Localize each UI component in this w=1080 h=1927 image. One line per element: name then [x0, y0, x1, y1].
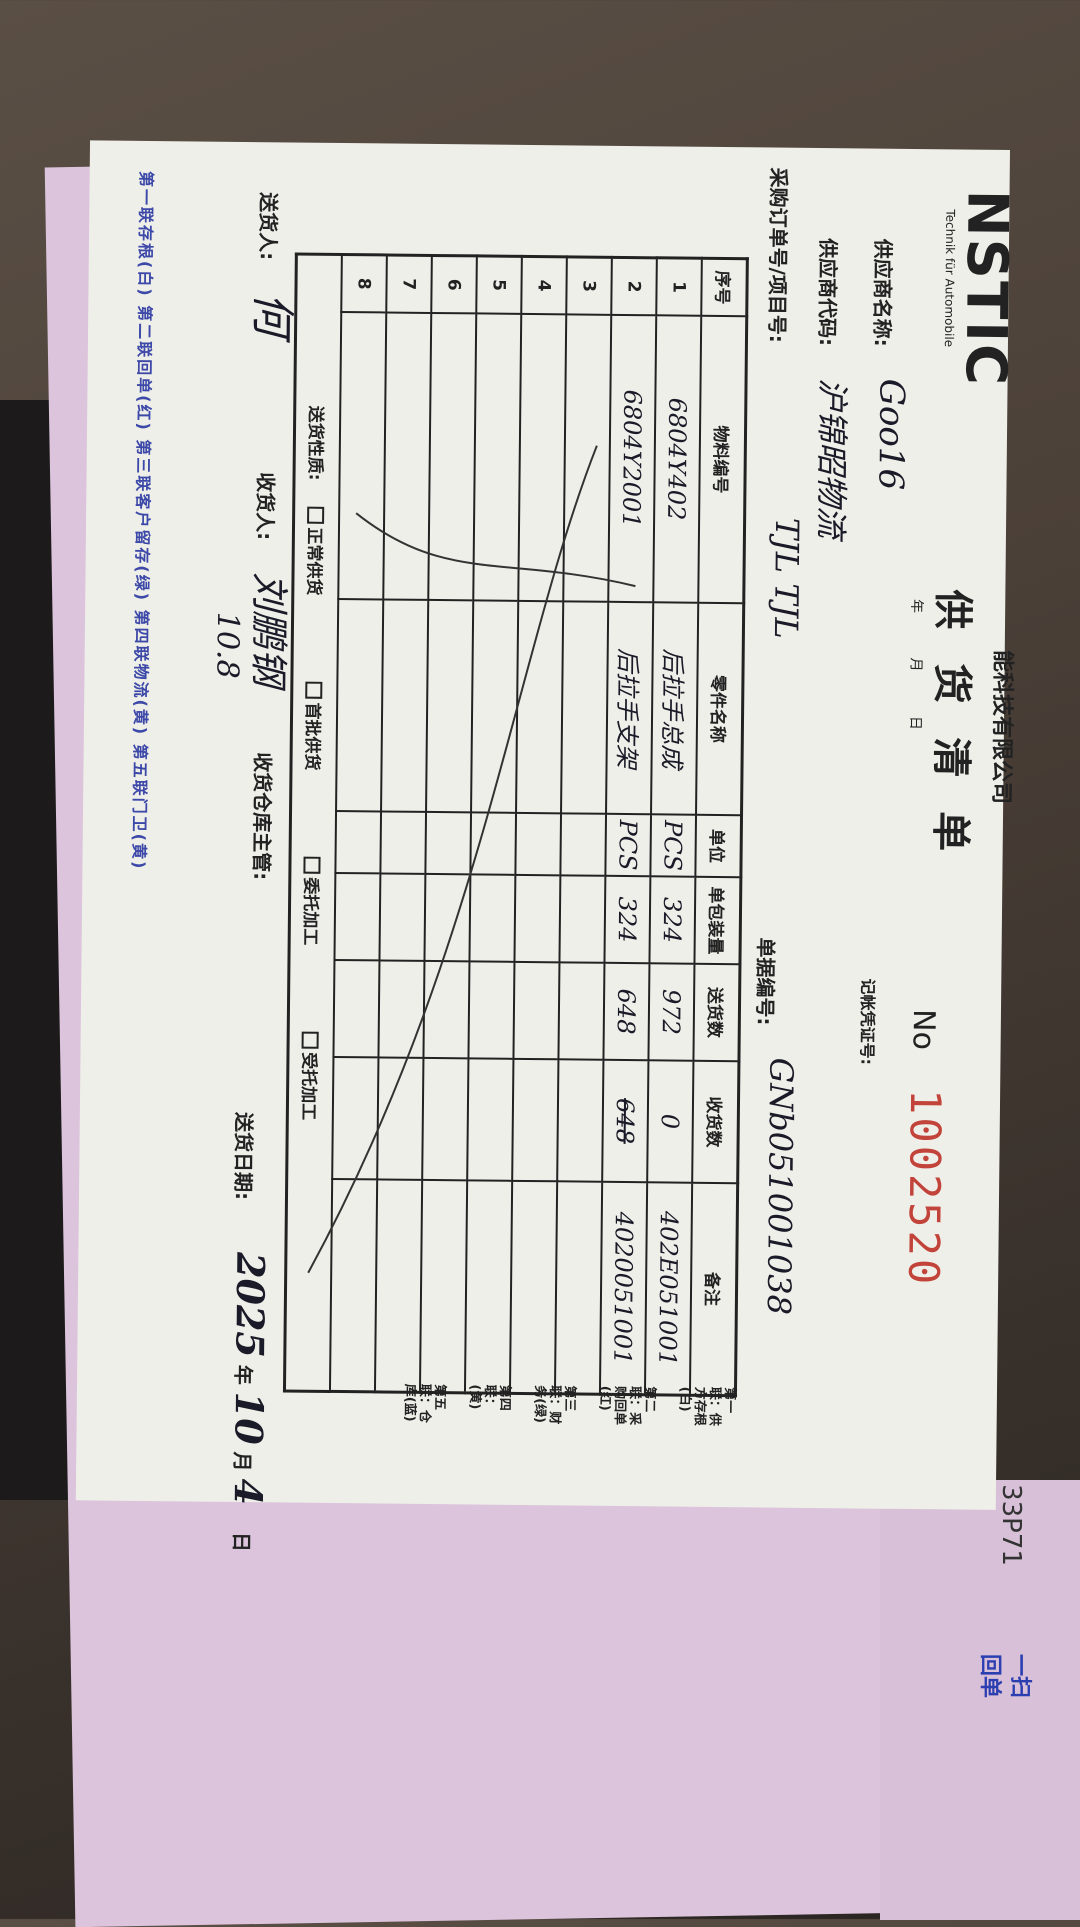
copy-label: 第二联：采购回单(红) [596, 1385, 658, 1426]
delivery-list-document: 能科技有限公司 NSTIC Technik für Automobile 供 货… [75, 140, 1020, 1552]
receiver-date: 10.8 [209, 611, 246, 679]
date-day-label: 日 [229, 1531, 254, 1553]
supplier-name-label: 供应商名称: [869, 238, 896, 347]
title-date: 年 月 日 [906, 599, 927, 730]
supplier-code-label: 供应商代码: [814, 237, 841, 347]
strike-through-lines [307, 445, 636, 1274]
date-year-label: 年 [231, 1364, 256, 1385]
document-number: 1002520 [899, 1088, 951, 1288]
fragment-scan: 一扫 [1007, 1653, 1033, 1699]
copy-label: 第五联：仓库(蓝) [401, 1383, 448, 1424]
copy-labels: 第一联：供方存根(白) 第二联：采购回单(红) 第三联：财务(绿) 第四联：(黄… [401, 1383, 738, 1438]
doc-no-label: 单据编号: [752, 937, 778, 1026]
receiver-signature: 刘鹏钢 [246, 572, 292, 687]
year-label: 年 [908, 598, 925, 614]
sender-signature: 何 [246, 292, 298, 337]
fragment-code: 33P71 [995, 1484, 1026, 1566]
company-name: 能科技有限公司 [988, 649, 1015, 805]
date-month-label: 月 [230, 1451, 255, 1472]
voucher-label: 记帐凭证号: [857, 978, 878, 1066]
fragment-receipt: 回单 [977, 1653, 1003, 1699]
date-month: 10 [226, 1391, 272, 1445]
delivery-date: 2025 年 10 月 4 日 [225, 1251, 274, 1553]
copy-label: 第三联：财务(绿) [531, 1385, 578, 1425]
date-day: 4 [225, 1478, 272, 1506]
delivery-date-label: 送货日期: [230, 1111, 256, 1201]
doc-no: GNb051001038 [759, 1057, 801, 1316]
po-value: TJL TJL [766, 517, 807, 639]
void-line [355, 512, 636, 588]
copy-distribution-strip: 第一联存根(白) 第二联回单(红) 第三联客户留存(绿) 第四联物流(黄) 第五… [129, 170, 156, 871]
warehouse-supervisor-label: 收货仓库主管: [249, 752, 275, 881]
document-title: 供 货 清 单 [926, 589, 976, 862]
date-year: 2025 [227, 1251, 274, 1359]
void-line [307, 445, 598, 1274]
number-label: No [905, 1008, 941, 1051]
logo-subtitle: Technik für Automobile [941, 209, 958, 348]
copy-label: 第一联：供方存根(白) [676, 1386, 738, 1427]
po-label: 采购订单号/项目号: [764, 167, 791, 344]
month-label: 月 [907, 657, 924, 672]
sender-label: 送货人: [255, 192, 281, 261]
day-label: 日 [906, 715, 924, 731]
receiver-label: 收货人: [252, 472, 278, 541]
supplier-name: Goo16 [870, 378, 912, 491]
company-logo: NSTIC [952, 189, 1020, 388]
second-form-fragment: 33P71 一扫 回单 [880, 1480, 1080, 1920]
copy-label: 第四联：(黄) [466, 1384, 513, 1411]
supplier-code: 沪锦昭物流 [811, 377, 852, 539]
